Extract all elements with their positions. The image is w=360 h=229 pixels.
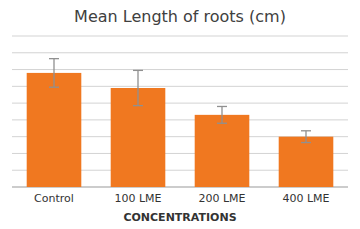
error-bar: [49, 59, 59, 88]
error-cap: [49, 87, 59, 88]
error-line: [221, 106, 222, 123]
x-tick-label: 100 LME: [114, 192, 161, 205]
chart-container: Control 100 LME 200 LME 400 LME CONCENTRATIO…: [0, 0, 360, 229]
bar: [27, 73, 82, 187]
error-line: [53, 59, 54, 88]
error-cap: [217, 123, 227, 124]
x-tick-label: 200 LME: [198, 192, 245, 205]
grid-line: [12, 52, 348, 53]
marks: [27, 59, 334, 187]
bar: [279, 137, 334, 187]
grid-line: [12, 36, 348, 37]
error-line: [137, 70, 138, 105]
error-bar: [217, 106, 227, 123]
error-line: [305, 131, 306, 143]
x-tick-label: 400 LME: [282, 192, 329, 205]
grid-line: [12, 69, 348, 70]
chart-svg: Control 100 LME 200 LME 400 LME CONCENTRATIO…: [0, 0, 360, 229]
x-tick-label: Control: [34, 192, 74, 205]
error-bar: [301, 131, 311, 143]
error-cap: [217, 106, 227, 107]
bar: [195, 115, 250, 187]
title: Mean Length of roots (cm): [74, 7, 286, 26]
error-cap: [133, 105, 143, 106]
x-axis-label: CONCENTRATIONS: [123, 211, 236, 224]
error-cap: [133, 70, 143, 71]
error-cap: [301, 142, 311, 143]
error-bar: [133, 70, 143, 105]
error-cap: [49, 58, 59, 59]
error-cap: [301, 130, 311, 131]
